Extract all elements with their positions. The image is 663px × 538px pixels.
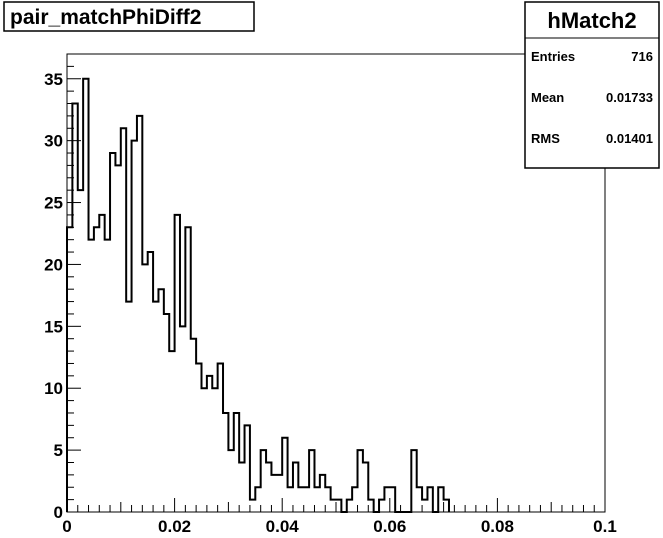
y-tick-label: 20 [44, 255, 63, 274]
histogram-series [66, 77, 450, 513]
stats-box-title: hMatch2 [547, 8, 636, 33]
stats-value: 716 [631, 49, 653, 64]
x-tick-label: 0.08 [481, 517, 514, 536]
stats-label: Mean [531, 90, 564, 105]
x-tick-label: 0.04 [266, 517, 300, 536]
y-tick-label: 10 [44, 379, 63, 398]
stats-label: Entries [531, 49, 575, 64]
stats-value: 0.01401 [606, 131, 653, 146]
title-box [3, 1, 255, 32]
stats-box: hMatch2 Entries 716 Mean 0.01733 RMS 0.01401 [524, 1, 660, 169]
x-tick-label: 0.02 [158, 517, 191, 536]
x-tick-label: 0.1 [593, 517, 617, 536]
y-tick-label: 0 [54, 503, 63, 522]
y-tick-label: 35 [44, 70, 63, 89]
x-tick-label: 0.06 [373, 517, 406, 536]
y-tick-label: 15 [44, 317, 63, 336]
y-tick-label: 25 [44, 194, 63, 213]
stats-value: 0.01733 [606, 90, 653, 105]
chart-title: pair_matchPhiDiff2 [10, 6, 201, 29]
y-tick-label: 5 [54, 441, 63, 460]
y-tick-label: 30 [44, 132, 63, 151]
axes: 0 5 10 15 20 25 30 35 0 0.02 0.04 0.06 0.08 0.1 [44, 65, 617, 536]
stats-label: RMS [531, 131, 560, 146]
x-tick-label: 0 [62, 517, 71, 536]
